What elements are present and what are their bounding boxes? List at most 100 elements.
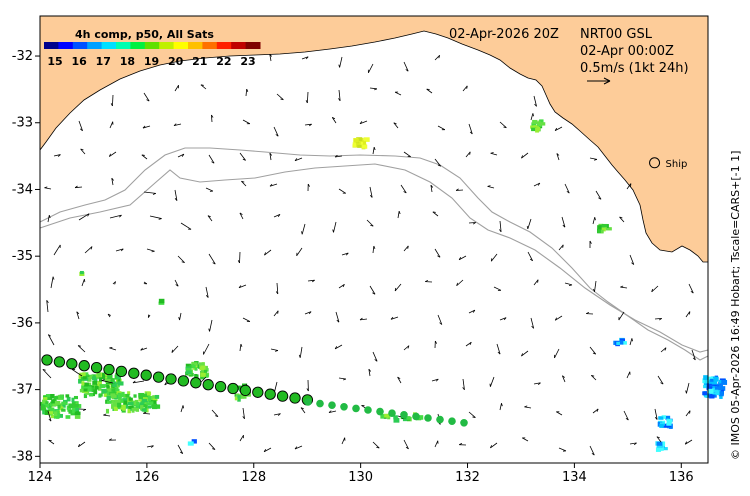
current-arrow	[499, 317, 507, 321]
drifter-position	[400, 411, 408, 419]
current-arrow	[296, 247, 303, 257]
colorbar-cell	[188, 42, 203, 49]
drifter-position	[388, 409, 396, 418]
sst-patch	[657, 415, 673, 429]
current-arrow	[77, 441, 86, 448]
current-arrow	[207, 215, 213, 222]
current-arrow	[558, 447, 567, 452]
current-arrow	[390, 316, 399, 320]
drifter-position	[177, 375, 190, 387]
current-arrow	[269, 53, 272, 62]
x-tick-label: 124	[28, 470, 53, 485]
current-arrow	[108, 151, 117, 157]
drifter-position	[103, 363, 115, 376]
current-arrow	[394, 91, 402, 96]
current-arrow	[270, 348, 279, 352]
drifter-position	[424, 414, 432, 422]
current-arrow	[626, 371, 631, 379]
sst-patch	[655, 441, 668, 452]
current-arrow	[177, 444, 184, 454]
current-arrow	[366, 219, 374, 227]
current-arrow	[400, 184, 407, 194]
current-arrow	[493, 286, 502, 291]
current-arrow	[50, 276, 55, 289]
current-arrow	[46, 300, 49, 313]
current-arrow	[80, 148, 86, 155]
drifter-position	[340, 403, 348, 411]
colorbar-cell	[144, 42, 160, 49]
current-arrow	[589, 445, 595, 456]
current-arrow	[556, 411, 563, 416]
current-arrow	[177, 255, 185, 264]
drifter-position	[328, 401, 336, 410]
current-arrow	[434, 340, 437, 349]
current-arrow	[626, 183, 632, 190]
current-arrow	[332, 221, 337, 233]
current-arrow	[74, 185, 83, 189]
current-arrow	[143, 281, 148, 285]
current-arrow	[335, 311, 340, 323]
current-arrow	[394, 283, 402, 292]
current-arrow	[619, 216, 625, 223]
colorbar-cell	[72, 42, 88, 49]
current-arrow	[589, 346, 597, 355]
current-arrow	[78, 213, 90, 221]
current-arrow	[691, 349, 696, 361]
current-arrow	[78, 408, 87, 412]
current-arrow	[521, 350, 529, 357]
current-arrow	[294, 445, 303, 450]
x-tick-label: 130	[348, 470, 373, 485]
colorbar-ticks: 15 16 17 18 19 20 21 22 23	[47, 55, 255, 68]
x-tick-label: 126	[134, 470, 159, 485]
drifter-position	[352, 404, 360, 413]
drifter-position	[376, 407, 384, 416]
drifter-position	[78, 360, 90, 372]
current-arrow	[685, 382, 690, 394]
colorbar-cell	[159, 42, 175, 49]
current-arrow	[688, 283, 694, 294]
current-arrow	[147, 314, 151, 318]
current-arrow	[589, 157, 598, 161]
current-arrow	[397, 376, 402, 384]
current-arrow	[656, 436, 662, 443]
current-arrow	[143, 92, 150, 102]
current-arrow	[269, 183, 278, 187]
current-arrow	[84, 246, 93, 254]
current-arrow	[338, 283, 345, 289]
current-arrow	[654, 408, 658, 420]
current-arrow	[141, 154, 148, 160]
current-arrow	[397, 210, 401, 219]
y-axis: -32 -33 -34 -35 -36 -37 -38	[12, 49, 40, 464]
current-arrow	[208, 154, 215, 164]
current-arrow	[42, 368, 52, 379]
y-tick-label: -35	[12, 249, 33, 264]
ship-marker: Ship	[649, 157, 688, 170]
current-arrow	[47, 215, 51, 223]
current-arrow	[305, 91, 309, 104]
current-arrow	[685, 311, 691, 318]
current-arrow	[211, 409, 219, 418]
drifter-position	[165, 373, 177, 385]
ship-label: Ship	[666, 159, 688, 170]
current-arrow	[143, 411, 151, 415]
sst-patch	[352, 137, 370, 150]
current-arrow	[468, 222, 476, 225]
current-arrow	[403, 245, 409, 252]
current-arrow	[533, 279, 539, 286]
current-arrow	[307, 279, 315, 283]
current-arrow	[211, 114, 214, 123]
current-arrow	[242, 407, 245, 420]
current-arrow	[78, 120, 83, 132]
current-arrow	[499, 220, 502, 233]
current-arrow	[107, 313, 111, 318]
current-arrow	[437, 125, 446, 131]
current-arrow	[180, 405, 185, 413]
current-arrow	[372, 245, 376, 254]
sst-patch	[613, 337, 627, 347]
current-arrow	[245, 88, 249, 97]
current-arrow	[103, 413, 111, 417]
y-tick-label: -38	[12, 449, 33, 464]
current-arrow	[178, 312, 182, 321]
bathymetry-contours	[39, 147, 709, 361]
current-arrow	[489, 376, 495, 387]
